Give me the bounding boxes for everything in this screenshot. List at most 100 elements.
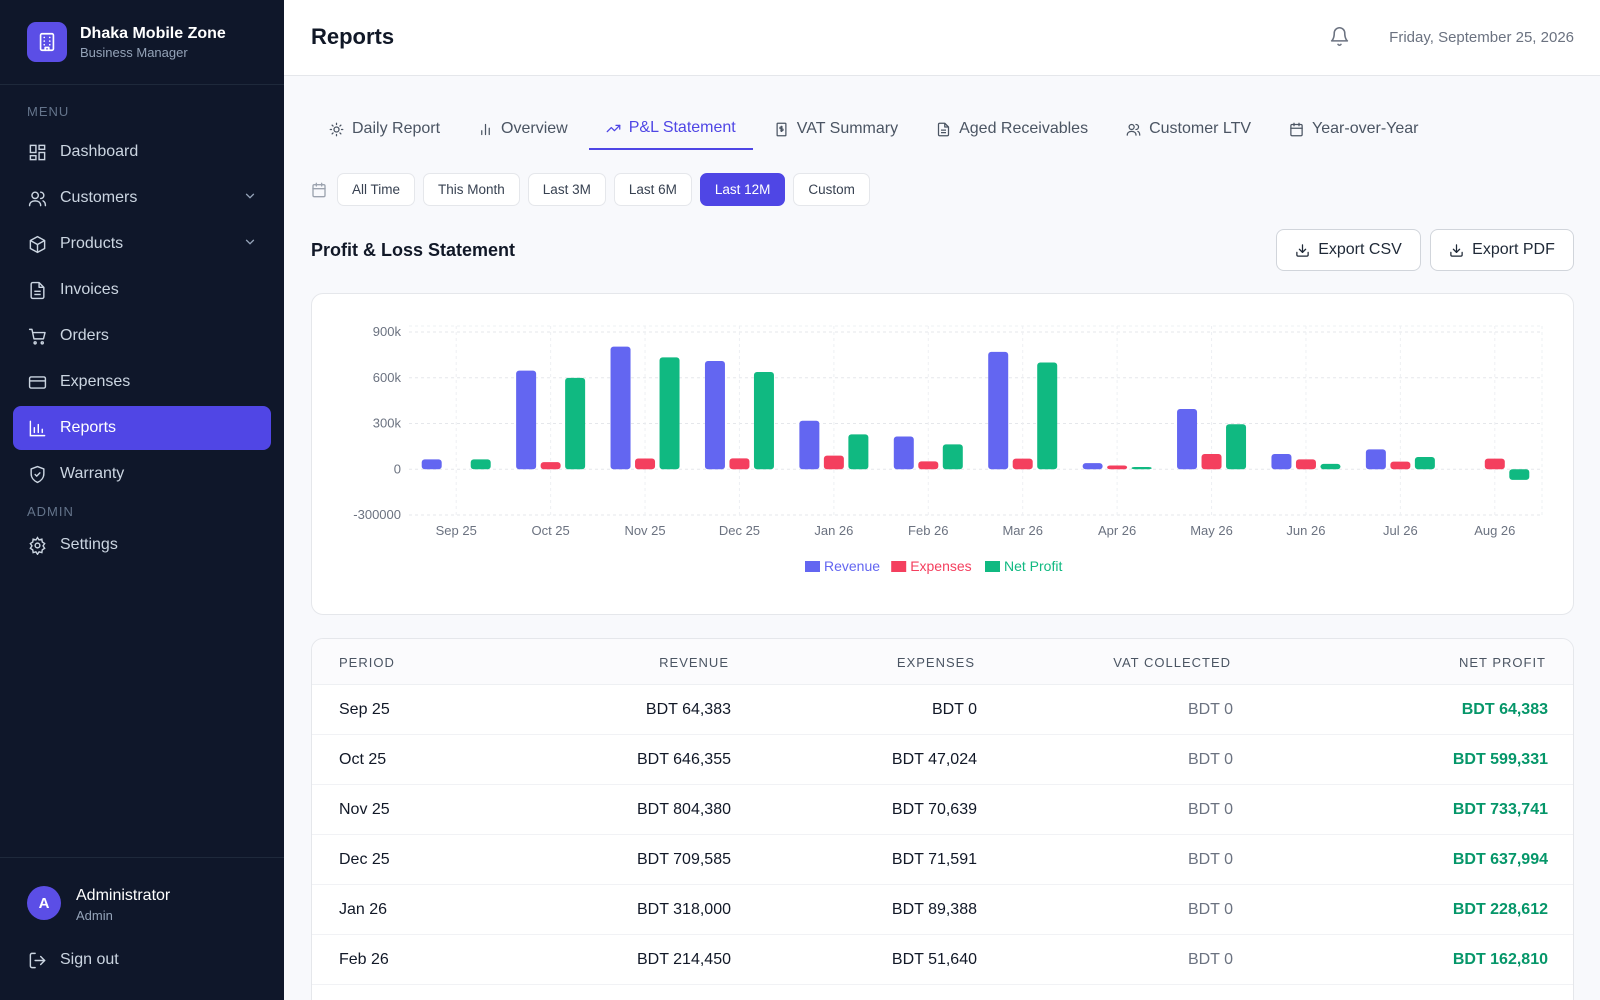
cell-expenses: BDT 70,639 bbox=[891, 801, 977, 818]
tab-vat-summary[interactable]: VAT Summary bbox=[757, 108, 915, 150]
download-icon bbox=[1296, 243, 1309, 257]
bar-net-profit bbox=[565, 377, 586, 470]
sidebar-item-orders[interactable]: Orders bbox=[13, 314, 271, 358]
tab-year-over-year[interactable]: Year-over-Year bbox=[1272, 108, 1435, 150]
sidebar-item-customers[interactable]: Customers bbox=[13, 176, 271, 220]
x-tick-label: Mar 26 bbox=[1002, 523, 1042, 538]
table-header: PERIOD REVENUE EXPENSES VAT COLLECTED NE… bbox=[312, 639, 1573, 685]
bar-net-profit bbox=[1131, 466, 1152, 470]
avatar[interactable]: A bbox=[27, 886, 61, 920]
filter-last-6m[interactable]: Last 6M bbox=[613, 173, 692, 206]
sidebar-item-label: Expenses bbox=[60, 373, 131, 390]
legend-swatch bbox=[891, 561, 907, 572]
sidebar-item-reports[interactable]: Reports bbox=[13, 406, 271, 450]
legend-swatch bbox=[805, 561, 820, 572]
table-row[interactable]: Sep 25 BDT 64,383 BDT 0 BDT 0 BDT 64,383 bbox=[312, 685, 1573, 735]
bar-net-profit bbox=[1226, 424, 1247, 470]
cell-revenue: BDT 646,355 bbox=[637, 751, 731, 768]
sidebar-item-label: Reports bbox=[60, 419, 117, 436]
sidebar-item-settings[interactable]: Settings bbox=[13, 523, 271, 567]
cell-expenses: BDT 71,591 bbox=[891, 851, 977, 868]
pl-chart-card: 900k 600k 300k 0 -300000 Sep 25 Oct 25 Nov 25 De… bbox=[311, 293, 1574, 615]
column-header-period: PERIOD bbox=[339, 655, 395, 670]
pl-table: PERIOD REVENUE EXPENSES VAT COLLECTED NE… bbox=[311, 638, 1574, 1000]
column-header-expenses: EXPENSES bbox=[896, 655, 975, 670]
filter-last-12m[interactable]: Last 12M bbox=[699, 173, 786, 206]
bar-expenses bbox=[1295, 459, 1316, 470]
sidebar-item-products[interactable]: Products bbox=[13, 222, 271, 266]
brand: Dhaka Mobile Zone Business Manager bbox=[0, 0, 284, 85]
cell-vat: BDT 0 bbox=[1187, 951, 1233, 968]
tab-aged-receivables[interactable]: Aged Receivables bbox=[919, 108, 1105, 150]
tab-customer-ltv[interactable]: Customer LTV bbox=[1109, 108, 1268, 150]
cell-vat: BDT 0 bbox=[1187, 851, 1233, 868]
table-row[interactable]: Feb 26 BDT 214,450 BDT 51,640 BDT 0 BDT … bbox=[312, 935, 1573, 985]
bar-revenue bbox=[704, 361, 725, 470]
box-icon bbox=[27, 234, 47, 254]
sidebar-item-warranty[interactable]: Warranty bbox=[13, 452, 271, 496]
tab-overview[interactable]: Overview bbox=[461, 108, 585, 150]
x-tick-label: May 26 bbox=[1190, 523, 1233, 538]
bell-icon[interactable] bbox=[1329, 26, 1350, 52]
y-tick-label: 900k bbox=[373, 324, 402, 339]
tab-pl-statement[interactable]: P&L Statement bbox=[588, 108, 753, 150]
export-csv-label: Export CSV bbox=[1318, 241, 1402, 258]
chevron-down-icon[interactable] bbox=[243, 235, 257, 254]
user-role: Admin bbox=[76, 908, 113, 923]
tab-daily-report[interactable]: Daily Report bbox=[312, 108, 457, 150]
cell-revenue: BDT 318,000 bbox=[637, 901, 731, 918]
legend-label: Revenue bbox=[824, 558, 880, 574]
tab-label: Aged Receivables bbox=[959, 120, 1089, 137]
chevron-down-icon[interactable] bbox=[243, 189, 257, 208]
users-icon bbox=[1126, 123, 1141, 136]
filter-last-3m[interactable]: Last 3M bbox=[527, 173, 606, 206]
page-title: Reports bbox=[311, 24, 395, 49]
cell-period: Sep 25 bbox=[339, 701, 390, 718]
legend-label: Expenses bbox=[910, 558, 971, 574]
bar-revenue bbox=[610, 346, 631, 470]
cell-vat: BDT 0 bbox=[1187, 901, 1233, 918]
column-header-revenue: REVENUE bbox=[659, 655, 729, 670]
cell-net-profit: BDT 637,994 bbox=[1452, 851, 1548, 868]
table-row[interactable]: Oct 25 BDT 646,355 BDT 47,024 BDT 0 BDT … bbox=[312, 735, 1573, 785]
header-date: Friday, September 25, 2026 bbox=[1389, 29, 1574, 46]
sidebar-item-expenses[interactable]: Expenses bbox=[13, 360, 271, 404]
x-tick-label: Aug 26 bbox=[1474, 523, 1515, 538]
sign-out-button[interactable]: Sign out bbox=[13, 940, 271, 980]
users-icon bbox=[27, 188, 47, 208]
column-header-vat: VAT COLLECTED bbox=[1113, 655, 1231, 670]
sidebar: Dhaka Mobile Zone Business Manager MENU … bbox=[0, 0, 284, 1000]
y-tick-label: -300000 bbox=[353, 507, 401, 522]
export-csv-button[interactable]: Export CSV bbox=[1276, 229, 1421, 271]
sidebar-item-invoices[interactable]: Invoices bbox=[13, 268, 271, 312]
table-row[interactable]: Dec 25 BDT 709,585 BDT 71,591 BDT 0 BDT … bbox=[312, 835, 1573, 885]
admin-section-label: ADMIN bbox=[27, 504, 74, 519]
tab-label: VAT Summary bbox=[796, 120, 899, 137]
filter-custom[interactable]: Custom bbox=[793, 173, 870, 206]
shield-icon bbox=[27, 464, 47, 484]
download-icon bbox=[1450, 243, 1463, 257]
bar-expenses bbox=[823, 455, 844, 470]
cell-expenses: BDT 51,640 bbox=[891, 951, 977, 968]
cell-revenue: BDT 64,383 bbox=[645, 701, 731, 718]
bar-expenses bbox=[918, 461, 939, 470]
export-pdf-button[interactable]: Export PDF bbox=[1430, 229, 1574, 271]
bar-net-profit bbox=[1414, 457, 1435, 470]
bar-revenue bbox=[1271, 454, 1292, 470]
document-icon bbox=[937, 122, 950, 136]
cell-revenue: BDT 804,380 bbox=[637, 801, 731, 818]
date-range-filters: All Time This Month Last 3M Last 6M Last… bbox=[337, 173, 878, 206]
pl-bar-chart: 900k 600k 300k 0 -300000 Sep 25 Oct 25 Nov 25 De… bbox=[353, 324, 1543, 574]
sidebar-item-label: Customers bbox=[60, 189, 138, 206]
bar-revenue bbox=[1177, 409, 1198, 470]
sign-out-icon bbox=[27, 950, 47, 970]
table-row[interactable]: Jan 26 BDT 318,000 BDT 89,388 BDT 0 BDT … bbox=[312, 885, 1573, 935]
trend-icon bbox=[606, 124, 621, 132]
table-row[interactable]: Nov 25 BDT 804,380 BDT 70,639 BDT 0 BDT … bbox=[312, 785, 1573, 835]
bar-revenue bbox=[421, 459, 442, 470]
tab-label: P&L Statement bbox=[628, 119, 736, 136]
filter-all-time[interactable]: All Time bbox=[337, 173, 416, 206]
filter-this-month[interactable]: This Month bbox=[423, 173, 520, 206]
sidebar-item-dashboard[interactable]: Dashboard bbox=[13, 130, 271, 174]
user-name: Administrator bbox=[76, 887, 171, 904]
